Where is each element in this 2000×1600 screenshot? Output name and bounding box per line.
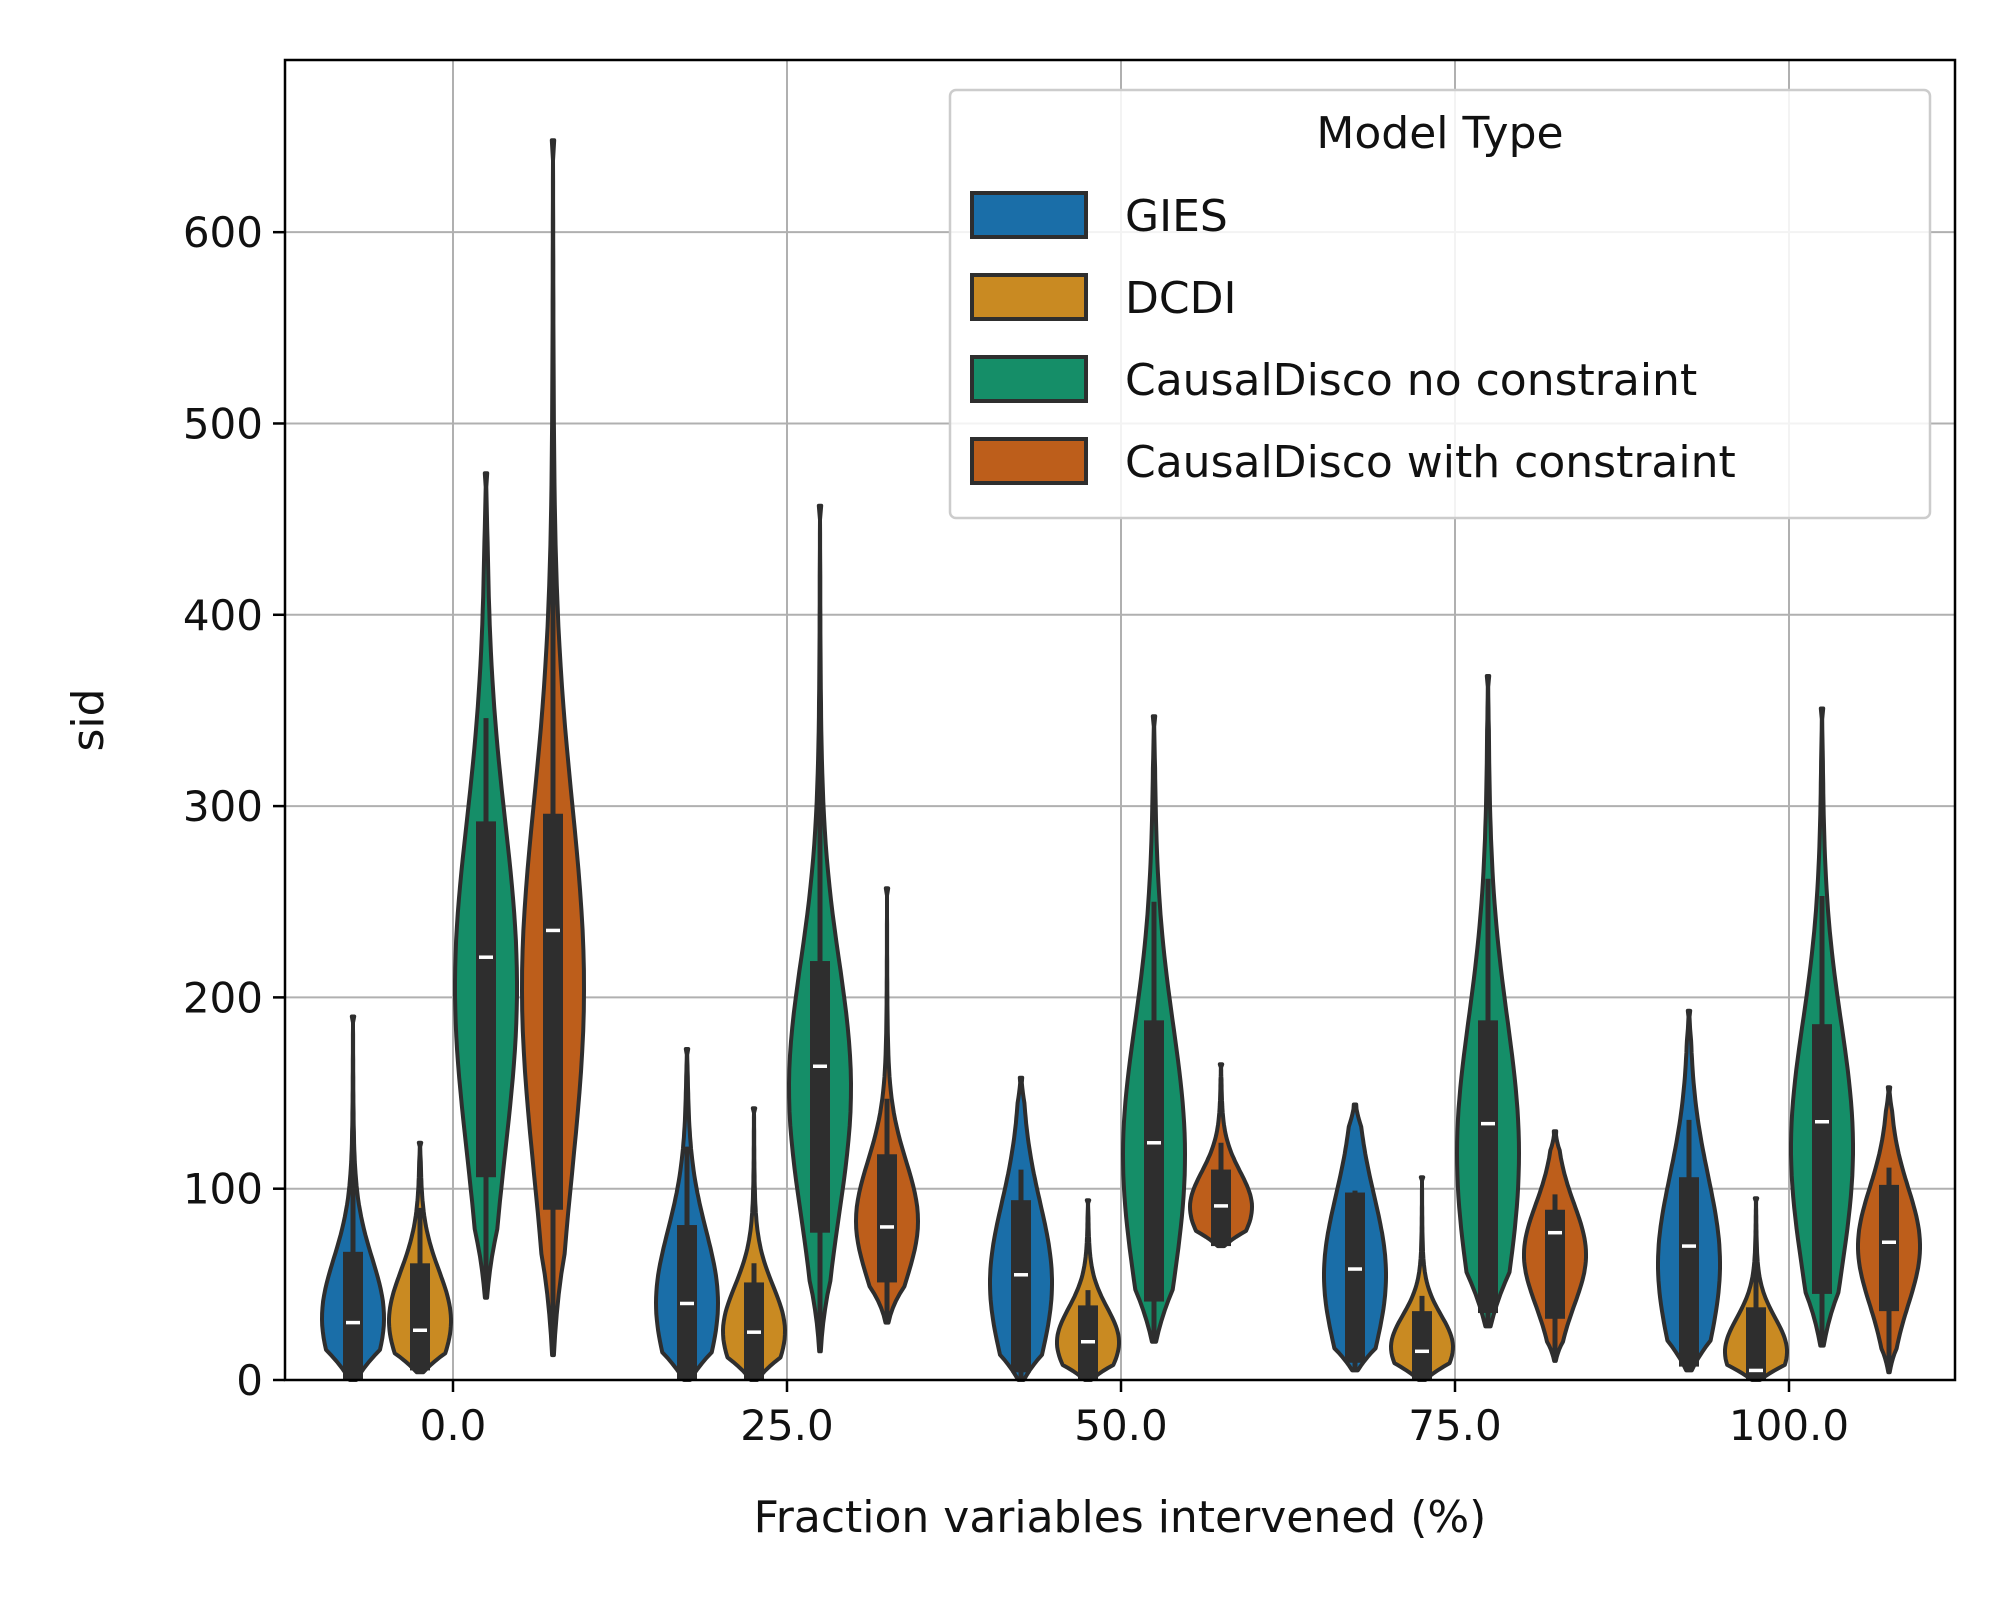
- legend-swatch: [970, 273, 1088, 321]
- x-tick-label: 75.0: [1408, 1401, 1502, 1450]
- violin-box: [1211, 1169, 1231, 1247]
- legend-swatch: [970, 355, 1088, 403]
- x-tick-label: 25.0: [740, 1401, 834, 1450]
- y-tick-label: 0: [236, 1356, 263, 1405]
- x-tick-label: 0.0: [420, 1401, 487, 1450]
- violin-box: [476, 821, 496, 1178]
- violin-group: [1055, 1198, 1121, 1382]
- violin-box: [1144, 1020, 1164, 1302]
- violin-group: [387, 1140, 453, 1375]
- legend-label: GIES: [1125, 191, 1228, 242]
- violin-box: [343, 1251, 363, 1380]
- y-tick-label: 500: [183, 399, 263, 448]
- x-tick-label: 100.0: [1729, 1401, 1849, 1450]
- violin-group: [1723, 1196, 1789, 1382]
- violin-box: [1679, 1177, 1699, 1367]
- violins: [320, 138, 1922, 1382]
- violin-group: [787, 503, 853, 1354]
- legend-item: CausalDisco with constraint: [970, 437, 1736, 488]
- y-axis-title: sid: [63, 688, 114, 751]
- violin-group: [1389, 1175, 1455, 1382]
- axis-ticks: 0 100 200 300 400 500 600 0.0 25.0 50.0 75.0 100.0: [183, 208, 1849, 1450]
- violin-group: [1322, 1102, 1388, 1373]
- violin-body: [1389, 1175, 1455, 1382]
- violin-box: [1545, 1209, 1565, 1319]
- legend: Model Type GIES DCDI CausalDisco no constr…: [948, 88, 1932, 520]
- violin-group: [1656, 1008, 1722, 1373]
- violin-body: [721, 1106, 787, 1382]
- y-tick-label: 300: [183, 782, 263, 831]
- y-tick-label: 400: [183, 591, 263, 640]
- legend-swatch: [970, 191, 1088, 239]
- violin-box: [877, 1154, 897, 1283]
- violin-group: [721, 1106, 787, 1382]
- violin-box: [1812, 1024, 1832, 1294]
- y-tick-label: 200: [183, 973, 263, 1022]
- legend-item: DCDI: [970, 273, 1236, 324]
- violin-group: [1789, 706, 1855, 1348]
- legend-items: GIES DCDI CausalDisco no constraint CausalD…: [970, 191, 1736, 488]
- legend-label: DCDI: [1125, 273, 1236, 324]
- violin-group: [1522, 1129, 1588, 1363]
- violin-box: [1011, 1200, 1031, 1373]
- legend-label: CausalDisco with constraint: [1125, 437, 1736, 488]
- legend-background: [948, 88, 1932, 520]
- violin-box: [1746, 1307, 1766, 1380]
- legend-swatch: [970, 437, 1088, 485]
- violin-group: [520, 138, 586, 1358]
- violin-box: [1412, 1311, 1432, 1380]
- legend-label: CausalDisco no constraint: [1125, 355, 1697, 406]
- violin-box: [410, 1263, 430, 1371]
- violin-group: [1856, 1085, 1922, 1375]
- violin-group: [1455, 674, 1521, 1329]
- violin-group: [320, 1014, 386, 1382]
- violin-group: [1121, 714, 1187, 1344]
- violin-box: [810, 961, 830, 1233]
- violin-box: [543, 813, 563, 1210]
- legend-item: GIES: [970, 191, 1228, 242]
- violin-group: [988, 1075, 1054, 1382]
- legend-title: Model Type: [1316, 108, 1563, 159]
- violin-group: [453, 471, 519, 1300]
- y-tick-label: 600: [183, 208, 263, 257]
- violin-box: [1345, 1192, 1365, 1363]
- x-axis-title: Fraction variables intervened (%): [754, 1492, 1487, 1543]
- violin-box: [1879, 1184, 1899, 1312]
- x-tick-label: 50.0: [1074, 1401, 1168, 1450]
- violin-group: [1188, 1062, 1254, 1249]
- y-tick-label: 100: [183, 1165, 263, 1214]
- legend-item: CausalDisco no constraint: [970, 355, 1697, 406]
- violin-box: [1478, 1020, 1498, 1314]
- violin-group: [654, 1047, 720, 1382]
- violin-group: [854, 886, 920, 1325]
